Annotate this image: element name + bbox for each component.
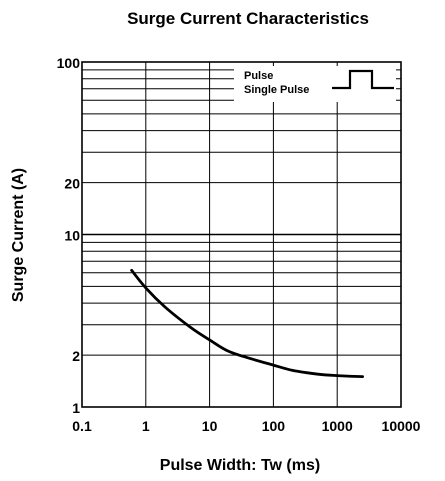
y-tick-label: 20 [64, 176, 80, 192]
y-tick-label: 1 [72, 400, 80, 416]
x-axis-label: Pulse Width: Tw (ms) [160, 457, 320, 474]
y-tick-label: 100 [57, 55, 81, 71]
legend-entry-single-pulse: Single Pulse [244, 84, 309, 96]
x-tick-label: 10000 [382, 418, 421, 434]
y-axis-label: Surge Current (A) [10, 168, 27, 302]
y-tick-label: 10 [64, 228, 80, 244]
x-tick-label: 1000 [322, 418, 353, 434]
y-tick-label: 2 [72, 348, 80, 364]
chart-title: Surge Current Characteristics [127, 9, 369, 28]
y-tick-labels: 1 2 10 20 100 [57, 55, 81, 416]
x-tick-label: 1 [142, 418, 150, 434]
plot-frame [81, 61, 402, 408]
x-tick-label: 0.1 [72, 418, 92, 434]
x-tick-label: 100 [262, 418, 286, 434]
surge-current-curve [130, 268, 364, 378]
single-pulse-waveform-icon [332, 69, 394, 90]
legend: Pulse Single Pulse [234, 66, 396, 102]
legend-entry-pulse: Pulse [244, 70, 273, 82]
x-tick-label: 10 [202, 418, 218, 434]
x-tick-labels: 0.1 1 10 100 1000 10000 [72, 418, 420, 434]
